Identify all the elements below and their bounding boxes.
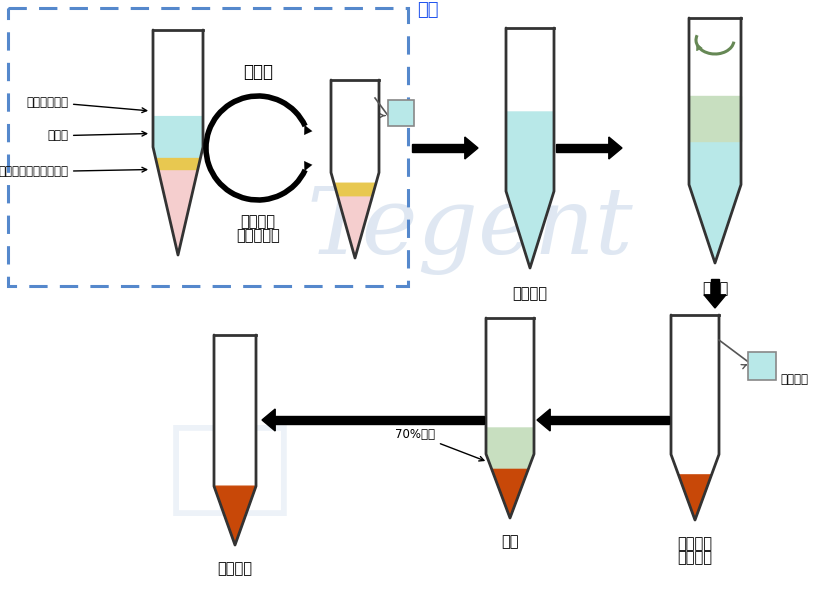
Polygon shape bbox=[670, 315, 718, 520]
Text: 德谱: 德谱 bbox=[167, 420, 292, 521]
Text: 溶剂，离心: 溶剂，离心 bbox=[236, 228, 280, 243]
Polygon shape bbox=[485, 428, 533, 468]
Bar bbox=[388, 100, 413, 126]
Polygon shape bbox=[275, 416, 484, 425]
Text: 核酸沉淀: 核酸沉淀 bbox=[779, 373, 807, 386]
Polygon shape bbox=[153, 117, 203, 157]
Polygon shape bbox=[337, 196, 372, 258]
Polygon shape bbox=[334, 183, 376, 196]
Polygon shape bbox=[677, 475, 710, 520]
Polygon shape bbox=[550, 416, 668, 425]
Bar bbox=[747, 352, 775, 380]
Polygon shape bbox=[537, 409, 550, 431]
Polygon shape bbox=[505, 112, 553, 268]
Text: 有机相（多糖、脂类）: 有机相（多糖、脂类） bbox=[0, 165, 147, 178]
Polygon shape bbox=[214, 335, 256, 545]
Polygon shape bbox=[703, 295, 725, 308]
Polygon shape bbox=[155, 157, 200, 170]
Polygon shape bbox=[688, 141, 740, 263]
Polygon shape bbox=[330, 80, 378, 258]
Text: 70%乙醇: 70%乙醇 bbox=[394, 428, 484, 461]
Polygon shape bbox=[214, 486, 256, 545]
Text: 取上清: 取上清 bbox=[243, 63, 272, 81]
Polygon shape bbox=[262, 409, 275, 431]
Polygon shape bbox=[688, 18, 740, 263]
Polygon shape bbox=[485, 318, 533, 518]
Text: 加入有机: 加入有机 bbox=[240, 214, 275, 229]
Text: 加入醇: 加入醇 bbox=[701, 281, 727, 296]
Text: 离心沉淀: 离心沉淀 bbox=[676, 536, 711, 551]
Polygon shape bbox=[153, 30, 203, 255]
Polygon shape bbox=[556, 144, 608, 152]
Text: 去除上清: 去除上清 bbox=[676, 550, 711, 565]
Text: 重复: 重复 bbox=[416, 1, 438, 19]
Polygon shape bbox=[412, 144, 465, 152]
Text: 水相（核酸）: 水相（核酸） bbox=[26, 95, 147, 112]
Text: 浓缩干燥: 浓缩干燥 bbox=[217, 561, 253, 576]
Polygon shape bbox=[710, 279, 719, 295]
Polygon shape bbox=[491, 468, 528, 518]
Text: Tegent: Tegent bbox=[306, 185, 633, 275]
Polygon shape bbox=[505, 28, 553, 268]
Polygon shape bbox=[608, 137, 621, 159]
Text: 洗脱: 洗脱 bbox=[501, 534, 518, 549]
Polygon shape bbox=[158, 170, 198, 255]
Text: 蛋白质: 蛋白质 bbox=[47, 129, 147, 143]
Polygon shape bbox=[688, 97, 740, 141]
Polygon shape bbox=[465, 137, 478, 159]
Text: 合并水相: 合并水相 bbox=[512, 286, 546, 301]
